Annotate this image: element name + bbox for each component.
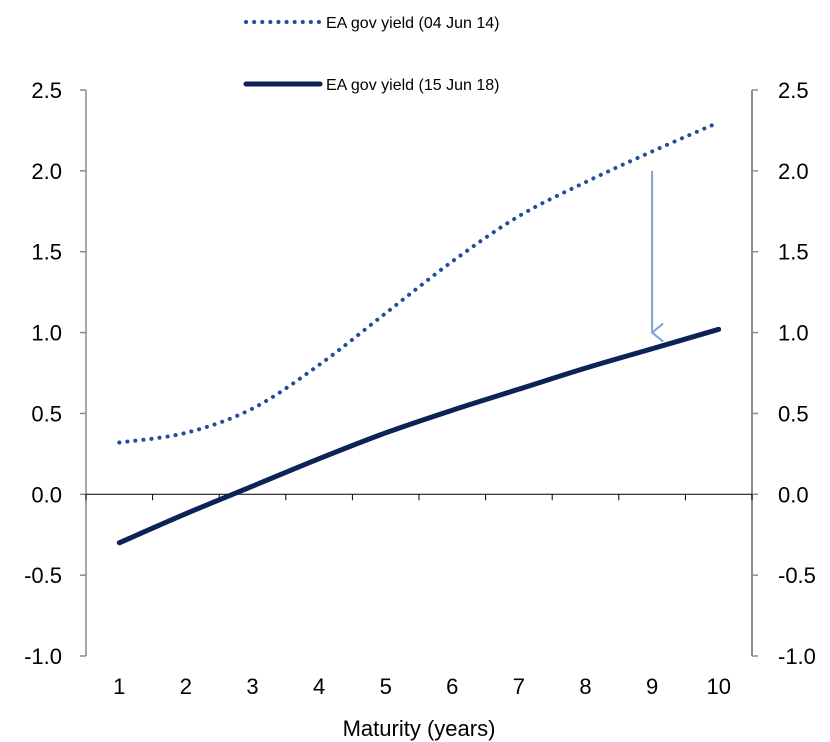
y-tick-label-left: 2.5 <box>31 78 62 103</box>
x-tick-label: 10 <box>706 674 730 699</box>
x-tick-label: 7 <box>513 674 525 699</box>
x-tick-label: 4 <box>313 674 325 699</box>
legend-label: EA gov yield (04 Jun 14) <box>326 15 499 32</box>
y-tick-label-right: 2.5 <box>778 78 809 103</box>
y-tick-label-right: 0.0 <box>778 482 809 507</box>
y-tick-label-right: 1.5 <box>778 240 809 265</box>
series-line-2018 <box>116 326 722 546</box>
y-tick-label-right: 1.0 <box>778 321 809 346</box>
y-tick-label-left: 2.0 <box>31 159 62 184</box>
y-tick-label-right: -1.0 <box>778 644 816 669</box>
x-tick-label: 3 <box>246 674 258 699</box>
x-tick-label: 5 <box>380 674 392 699</box>
x-tick-label: 1 <box>113 674 125 699</box>
y-tick-label-left: 1.0 <box>31 321 62 346</box>
y-tick-label-left: 0.0 <box>31 482 62 507</box>
y-tick-label-right: 0.5 <box>778 401 809 426</box>
legend-label: EA gov yield (15 Jun 18) <box>326 77 499 94</box>
y-tick-label-left: -0.5 <box>24 563 62 588</box>
y-tick-label-left: 1.5 <box>31 240 62 265</box>
y-tick-label-right: 2.0 <box>778 159 809 184</box>
x-tick-label: 9 <box>646 674 658 699</box>
series-line-2014 <box>117 120 721 445</box>
x-tick-label: 6 <box>446 674 458 699</box>
x-tick-label: 8 <box>579 674 591 699</box>
y-tick-label-left: -1.0 <box>24 644 62 669</box>
x-axis-title: Maturity (years) <box>343 716 496 741</box>
y-tick-label-left: 0.5 <box>31 401 62 426</box>
y-tick-label-right: -0.5 <box>778 563 816 588</box>
x-tick-label: 2 <box>180 674 192 699</box>
